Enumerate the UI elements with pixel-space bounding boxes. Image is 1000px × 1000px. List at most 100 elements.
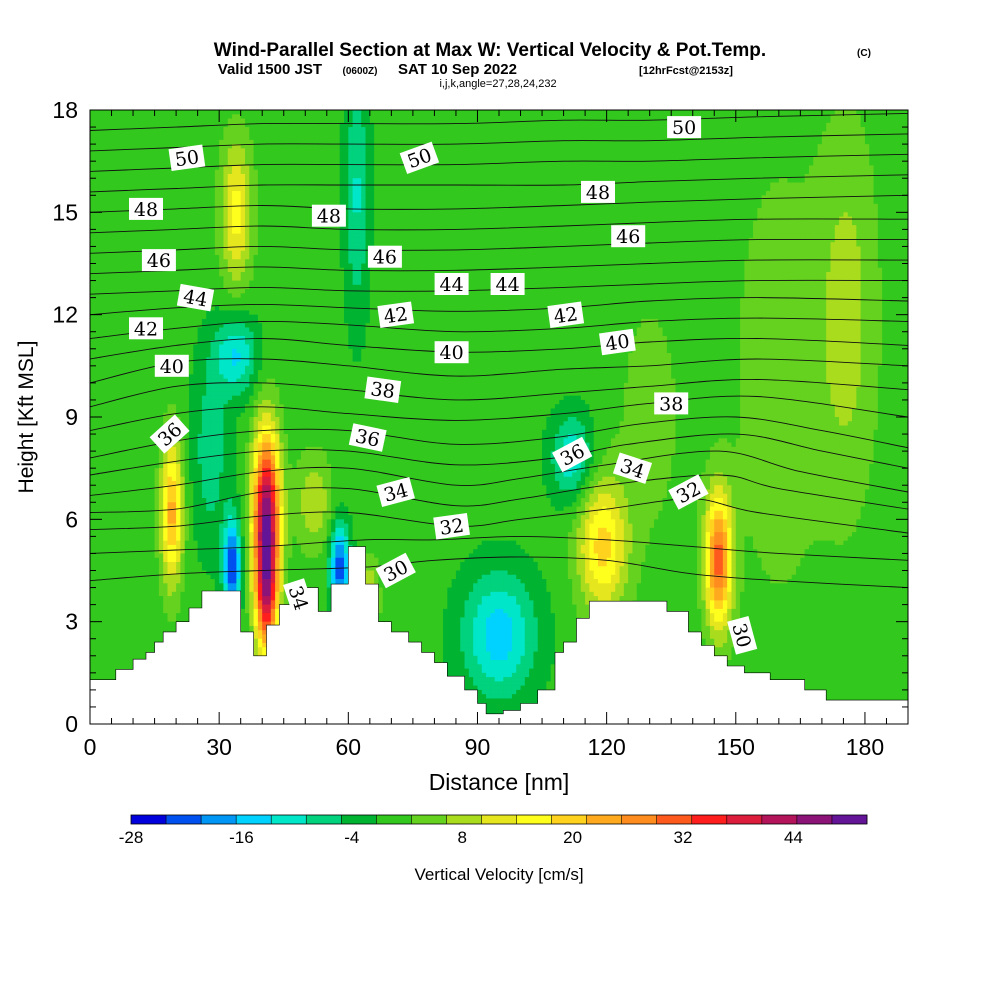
w-cell — [154, 161, 160, 167]
w-cell — [176, 208, 182, 213]
w-cell — [158, 579, 164, 584]
w-cell — [163, 485, 169, 491]
w-cell — [176, 212, 182, 218]
w-cell — [94, 263, 100, 269]
w-cell — [90, 340, 95, 346]
w-cell — [167, 139, 173, 145]
w-cell — [206, 489, 212, 495]
w-cell — [94, 237, 100, 243]
w-cell — [150, 608, 156, 614]
w-cell — [133, 267, 138, 273]
w-cell — [98, 472, 104, 478]
w-cell — [107, 186, 113, 192]
w-cell — [94, 502, 100, 508]
w-cell — [227, 195, 233, 201]
w-cell — [124, 438, 130, 444]
w-cell — [141, 191, 147, 196]
w-cell — [232, 301, 237, 307]
w-cell — [90, 272, 95, 277]
w-cell — [197, 472, 203, 478]
w-cell — [232, 404, 237, 410]
w-cell — [115, 617, 121, 623]
w-cell — [184, 425, 190, 431]
w-cell — [120, 276, 126, 282]
w-cell — [111, 438, 117, 444]
w-cell — [180, 344, 186, 350]
w-cell — [214, 434, 220, 439]
w-cell — [197, 208, 203, 213]
w-cell — [94, 540, 100, 546]
w-cell — [115, 587, 121, 593]
w-cell — [107, 382, 113, 388]
w-cell — [145, 515, 151, 520]
w-cell — [232, 284, 237, 290]
w-cell — [141, 638, 147, 644]
w-cell — [90, 195, 95, 201]
w-cell — [120, 527, 126, 533]
w-cell — [236, 323, 242, 329]
w-cell — [232, 523, 237, 529]
w-cell — [98, 468, 104, 474]
w-cell — [206, 519, 212, 525]
w-cell — [206, 374, 212, 380]
w-cell — [167, 344, 173, 350]
w-cell — [171, 118, 177, 124]
w-cell — [206, 391, 212, 397]
w-cell — [98, 442, 104, 448]
w-cell — [180, 199, 186, 205]
w-cell — [133, 625, 138, 631]
w-cell — [137, 284, 143, 290]
w-cell — [141, 135, 147, 141]
w-cell — [94, 331, 100, 337]
w-cell — [107, 549, 113, 555]
w-cell — [154, 152, 160, 158]
w-cell — [94, 476, 100, 482]
w-cell — [133, 293, 138, 299]
w-cell — [141, 553, 147, 559]
w-cell — [214, 570, 220, 576]
w-cell — [176, 583, 182, 589]
w-cell — [219, 493, 225, 499]
valid-date: SAT 10 Sep 2022 — [398, 61, 517, 78]
w-cell — [145, 280, 151, 286]
w-cell — [98, 553, 104, 559]
w-cell — [137, 178, 143, 184]
w-cell — [141, 225, 147, 230]
w-cell — [145, 566, 151, 572]
w-cell — [184, 242, 190, 248]
w-cell — [154, 297, 160, 303]
w-cell — [128, 634, 134, 640]
w-cell — [219, 301, 225, 307]
w-cell — [201, 549, 207, 555]
w-cell — [133, 408, 138, 414]
w-cell — [90, 263, 95, 269]
w-cell — [163, 156, 169, 162]
w-cell — [137, 480, 143, 486]
w-cell — [223, 169, 229, 175]
w-cell — [184, 387, 190, 393]
w-cell — [219, 557, 225, 563]
w-cell — [115, 438, 121, 444]
w-cell — [219, 165, 225, 171]
w-cell — [223, 340, 229, 346]
w-cell — [145, 446, 151, 452]
w-cell — [210, 421, 216, 427]
w-cell — [232, 463, 237, 469]
w-cell — [141, 220, 147, 226]
w-cell — [193, 553, 199, 559]
w-cell — [197, 131, 203, 137]
w-cell — [102, 165, 108, 171]
w-cell — [219, 272, 225, 277]
w-cell — [163, 139, 169, 145]
w-cell — [133, 502, 138, 508]
w-cell — [120, 280, 126, 286]
w-cell — [94, 323, 100, 329]
w-cell — [150, 613, 156, 618]
w-cell — [141, 374, 147, 380]
w-cell — [145, 489, 151, 495]
w-cell — [171, 135, 177, 141]
w-cell — [193, 357, 199, 363]
w-cell — [145, 382, 151, 388]
w-cell — [180, 216, 186, 222]
w-cell — [223, 242, 229, 248]
